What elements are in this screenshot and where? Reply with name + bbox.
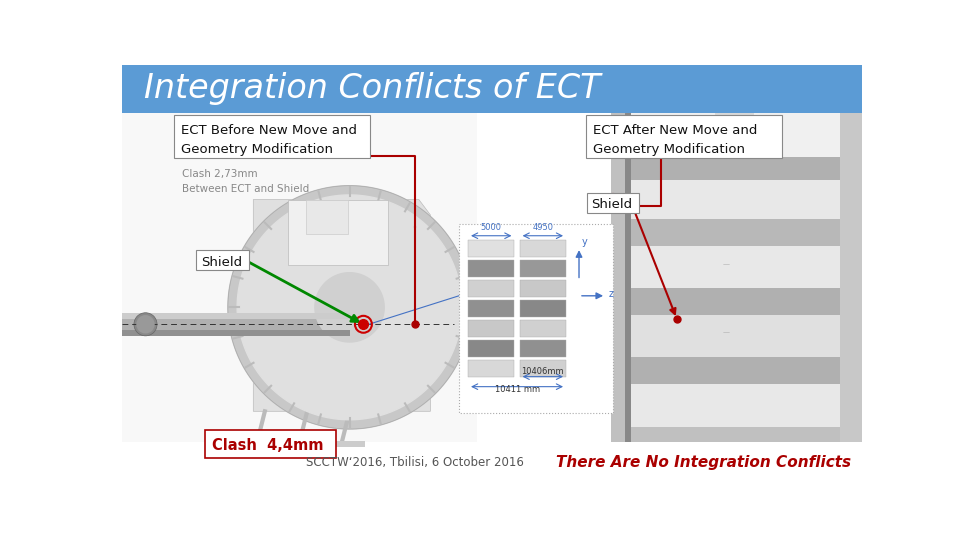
Text: Clash  4,4mm: Clash 4,4mm — [212, 438, 324, 454]
Polygon shape — [315, 273, 384, 342]
Bar — [468, 320, 515, 338]
Bar — [519, 300, 565, 318]
FancyBboxPatch shape — [196, 251, 249, 271]
Polygon shape — [237, 195, 462, 420]
Bar — [612, 427, 861, 442]
Text: ECT After New Move and
Geometry Modification: ECT After New Move and Geometry Modifica… — [593, 124, 757, 156]
Text: Shield: Shield — [591, 198, 633, 212]
Bar — [612, 384, 861, 427]
Bar — [519, 240, 565, 257]
Bar — [612, 112, 861, 442]
Bar — [519, 340, 565, 357]
Text: ECT Before New Move and
Geometry Modification: ECT Before New Move and Geometry Modific… — [180, 124, 357, 156]
Bar — [468, 280, 515, 298]
Bar — [123, 65, 861, 112]
Text: 10406mm: 10406mm — [521, 367, 564, 376]
Bar — [612, 357, 861, 384]
FancyBboxPatch shape — [174, 115, 370, 158]
Bar — [123, 112, 476, 442]
Bar — [305, 200, 348, 234]
Text: Integration Conflicts of ECT: Integration Conflicts of ECT — [144, 72, 600, 105]
Bar — [468, 260, 515, 278]
Text: z: z — [609, 289, 613, 299]
Text: Clash 2,73mm
Between ECT and Shield: Clash 2,73mm Between ECT and Shield — [182, 168, 310, 193]
Bar — [612, 180, 861, 219]
Bar — [123, 313, 349, 336]
Bar — [519, 260, 565, 278]
Bar — [288, 200, 388, 265]
Text: y: y — [582, 237, 588, 247]
Bar — [612, 157, 861, 180]
Text: 4950: 4950 — [532, 223, 553, 232]
Bar — [468, 361, 515, 377]
Bar — [123, 313, 349, 319]
Bar — [519, 361, 565, 377]
Bar — [612, 112, 625, 442]
Text: 5000: 5000 — [481, 223, 502, 232]
Bar — [123, 112, 861, 481]
Bar — [242, 441, 365, 447]
Ellipse shape — [134, 313, 157, 336]
Bar — [468, 340, 515, 357]
Text: —: — — [723, 329, 730, 335]
Bar — [612, 246, 861, 288]
Bar — [840, 112, 861, 442]
Bar — [468, 300, 515, 318]
Bar — [612, 288, 861, 315]
Ellipse shape — [136, 315, 155, 334]
Bar — [519, 280, 565, 298]
FancyBboxPatch shape — [587, 193, 639, 213]
Text: Shield: Shield — [201, 256, 242, 269]
FancyBboxPatch shape — [204, 430, 336, 457]
Bar — [612, 315, 861, 357]
Polygon shape — [253, 200, 430, 411]
Bar — [519, 320, 565, 338]
Text: —: — — [723, 261, 730, 267]
FancyBboxPatch shape — [586, 115, 781, 158]
Text: There Are No Integration Conflicts: There Are No Integration Conflicts — [556, 455, 852, 470]
Bar — [612, 219, 861, 246]
Bar — [468, 240, 515, 257]
Bar — [715, 112, 754, 136]
FancyBboxPatch shape — [459, 224, 612, 413]
Polygon shape — [228, 186, 471, 429]
Bar — [123, 330, 349, 336]
Bar — [612, 112, 861, 157]
Bar — [625, 112, 632, 442]
Text: SCCTW‘2016, Tbilisi, 6 October 2016: SCCTW‘2016, Tbilisi, 6 October 2016 — [306, 456, 524, 469]
Text: 10411 mm: 10411 mm — [494, 385, 540, 394]
